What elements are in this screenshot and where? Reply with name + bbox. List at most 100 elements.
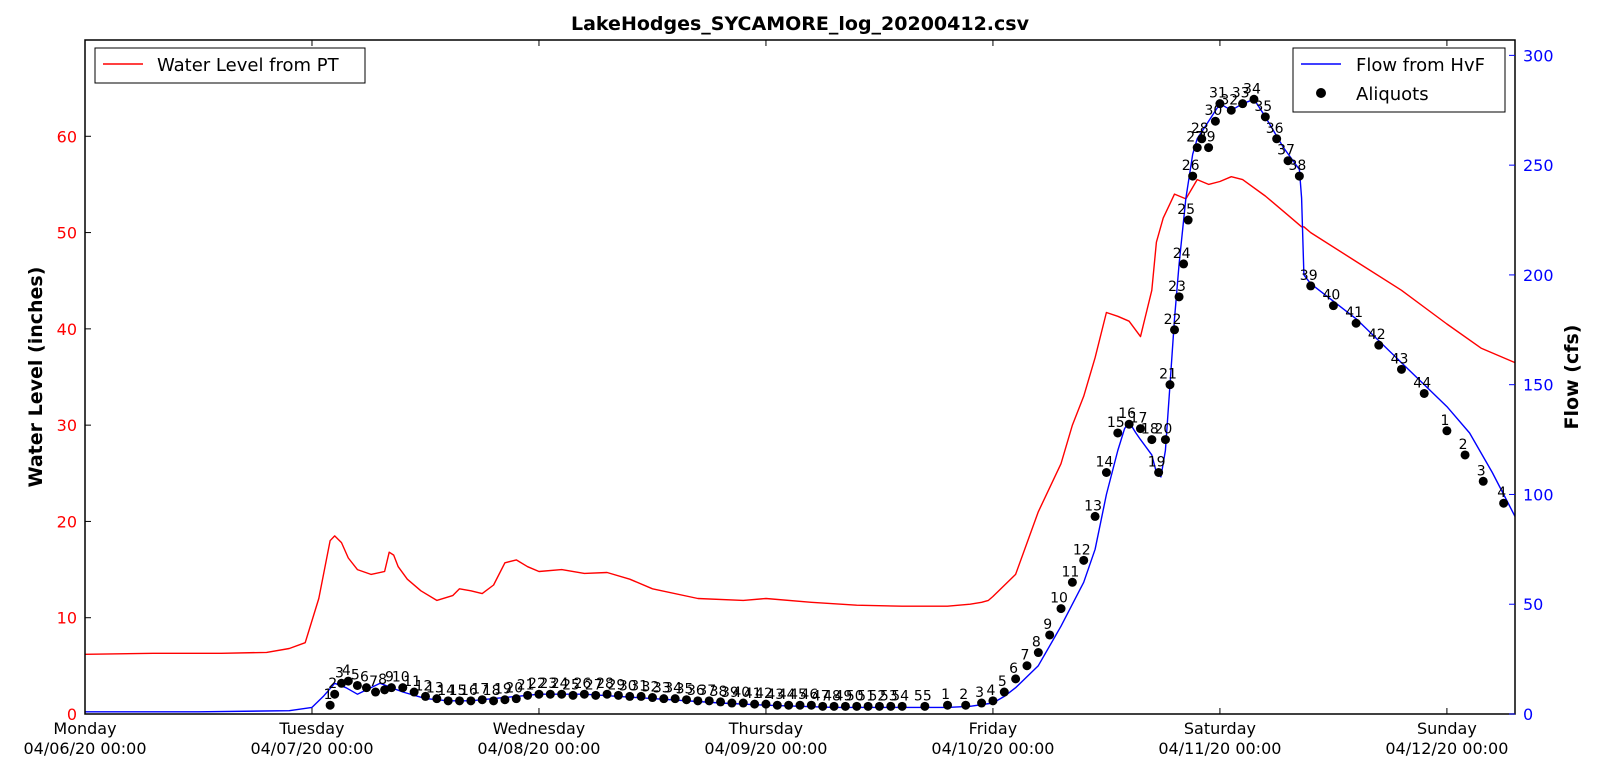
aliquot-point-70 — [1124, 419, 1134, 429]
aliquot-label-85: 31 — [1209, 86, 1227, 102]
aliquot-point-90 — [1272, 134, 1282, 144]
aliquot-label-10: 11 — [403, 674, 421, 690]
aliquot-label-56: 2 — [959, 687, 968, 703]
aliquot-point-82 — [1197, 134, 1207, 144]
aliquot-point-30 — [636, 691, 646, 701]
legend-right-label-0: Flow from HvF — [1356, 55, 1485, 76]
aliquot-label-41: 42 — [755, 686, 773, 702]
aliquot-label-37: 38 — [710, 684, 728, 700]
aliquot-label-67: 13 — [1084, 498, 1102, 514]
aliquot-point-16 — [477, 695, 487, 705]
aliquot-point-64 — [1056, 604, 1066, 614]
aliquot-point-69 — [1113, 428, 1123, 438]
aliquot-point-101 — [1478, 476, 1488, 486]
left-y-tick-label-1: 10 — [57, 609, 77, 628]
right-y-tick-label-5: 250 — [1523, 156, 1554, 175]
aliquot-label-20: 21 — [517, 677, 535, 693]
aliquot-label-26: 27 — [585, 677, 603, 693]
aliquot-label-62: 8 — [1032, 635, 1041, 651]
left-y-axis-ticks: 0 10 20 30 40 50 60 — [57, 127, 91, 724]
aliquot-label-47: 48 — [823, 688, 841, 704]
aliquot-label-60: 6 — [1009, 661, 1018, 677]
aliquot-label-77: 23 — [1168, 279, 1186, 295]
aliquot-label-96: 42 — [1368, 327, 1386, 343]
aliquot-point-32 — [659, 694, 669, 704]
aliquot-label-11: 12 — [415, 678, 433, 694]
aliquot-point-38 — [727, 698, 737, 708]
aliquot-label-18: 19 — [494, 682, 512, 698]
aliquot-label-57: 3 — [975, 685, 984, 701]
aliquot-point-40 — [750, 699, 760, 709]
aliquot-point-2 — [336, 678, 346, 688]
aliquot-point-59 — [999, 687, 1009, 697]
aliquot-point-92 — [1294, 171, 1304, 181]
aliquot-label-94: 40 — [1322, 288, 1340, 304]
left-y-tick-label-6: 60 — [57, 127, 77, 146]
aliquot-point-36 — [704, 696, 714, 706]
aliquot-label-14: 15 — [449, 683, 467, 699]
x-tick-label-day-3: Thursday — [728, 719, 803, 738]
aliquot-point-93 — [1306, 281, 1316, 291]
aliquot-point-75 — [1165, 380, 1175, 390]
plot-area — [85, 40, 1515, 714]
aliquot-point-50 — [863, 701, 873, 711]
aliquot-point-37 — [716, 697, 726, 707]
aliquot-label-16: 17 — [471, 682, 489, 698]
aliquot-point-49 — [852, 701, 862, 711]
aliquot-label-78: 24 — [1173, 246, 1191, 262]
aliquot-point-85 — [1215, 99, 1225, 109]
aliquot-point-45 — [806, 700, 816, 710]
aliquot-label-4: 5 — [351, 667, 360, 683]
aliquot-label-88: 34 — [1243, 81, 1261, 97]
aliquot-point-80 — [1188, 171, 1198, 181]
aliquot-label-69: 15 — [1107, 415, 1125, 431]
aliquot-label-93: 39 — [1300, 268, 1318, 284]
aliquot-point-88 — [1249, 94, 1259, 104]
aliquot-point-68 — [1101, 468, 1111, 478]
aliquot-point-24 — [568, 690, 578, 700]
aliquot-label-23: 24 — [551, 676, 569, 692]
aliquot-point-61 — [1022, 661, 1032, 671]
aliquot-label-51: 52 — [869, 688, 887, 704]
aliquot-label-92: 38 — [1288, 158, 1306, 174]
aliquot-point-72 — [1147, 435, 1157, 445]
aliquot-point-47 — [829, 701, 839, 711]
series-layer — [84, 98, 1516, 713]
aliquot-point-31 — [647, 693, 657, 703]
aliquot-label-24: 25 — [562, 677, 580, 693]
aliquot-point-54 — [920, 701, 930, 711]
aliquot-point-23 — [557, 689, 567, 699]
aliquot-label-0: 1 — [324, 687, 333, 703]
legend-left: Water Level from PT — [94, 47, 366, 84]
x-tick-label-day-5: Saturday — [1184, 719, 1256, 738]
left-y-tick-label-4: 40 — [57, 320, 77, 339]
aliquot-point-81 — [1192, 143, 1202, 153]
aliquot-point-33 — [670, 694, 680, 704]
aliquot-label-30: 31 — [630, 678, 648, 694]
aliquot-label-39: 40 — [732, 685, 750, 701]
aliquot-point-42 — [772, 700, 782, 710]
aliquot-label-68: 14 — [1096, 455, 1114, 471]
right-y-axis-ticks: 0 50 100 150 200 250 300 — [1509, 46, 1554, 724]
aliquot-point-58 — [988, 696, 998, 706]
aliquot-label-31: 32 — [642, 680, 660, 696]
plot-border — [84, 39, 1516, 715]
aliquot-point-71 — [1135, 424, 1145, 434]
aliquot-label-35: 36 — [687, 683, 705, 699]
aliquot-point-99 — [1442, 426, 1452, 436]
aliquot-point-39 — [738, 698, 748, 708]
aliquot-label-50: 51 — [857, 688, 875, 704]
x-tick-label-date-0: 04/06/20 00:00 — [23, 739, 146, 758]
legend-left-label-0: Water Level from PT — [157, 55, 340, 76]
aliquot-point-79 — [1183, 215, 1193, 225]
aliquot-label-82: 28 — [1191, 121, 1209, 137]
aliquot-label-72: 18 — [1141, 422, 1159, 438]
left-y-tick-label-0: 0 — [67, 705, 77, 724]
aliquot-label-91: 37 — [1277, 143, 1295, 159]
aliquot-label-99: 1 — [1440, 413, 1449, 429]
right-y-tick-label-4: 200 — [1523, 266, 1554, 285]
aliquot-point-4 — [352, 680, 362, 690]
x-tick-label-day-4: Friday — [969, 719, 1018, 738]
